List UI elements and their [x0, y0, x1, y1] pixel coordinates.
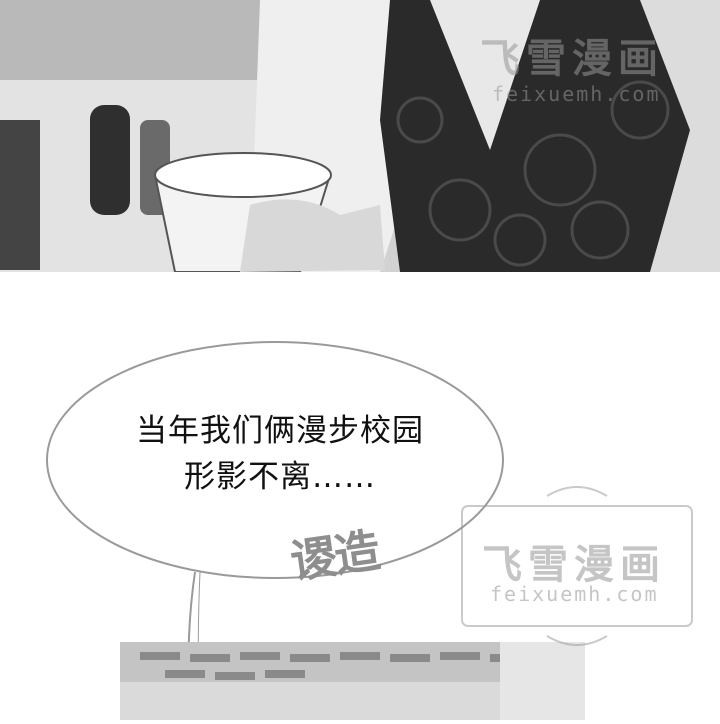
watermark-frame — [461, 486, 693, 646]
watermark-cn: 飞雪漫画 — [482, 542, 666, 588]
speech-line-2: 形影不离…… — [184, 459, 376, 495]
watermark-cn: 飞雪漫画 — [480, 36, 664, 82]
speech-bubble-text: 当年我们俩漫步校园 形影不离…… — [60, 408, 500, 500]
bottom-comic-panel — [120, 642, 585, 720]
top-comic-panel — [0, 0, 720, 272]
sound-effect-text: 谡造 — [287, 523, 382, 589]
speech-line-1: 当年我们俩漫步校园 — [136, 413, 424, 449]
watermark-url: feixuemh.com — [490, 582, 659, 606]
bottom-panel-illustration — [120, 642, 585, 720]
watermark-bottom: 飞雪漫画 feixuemh.com — [452, 478, 702, 648]
panel-illustration — [0, 0, 720, 272]
watermark-url: feixuemh.com — [492, 82, 661, 106]
watermark-top: 飞雪漫画 feixuemh.com — [440, 2, 710, 114]
